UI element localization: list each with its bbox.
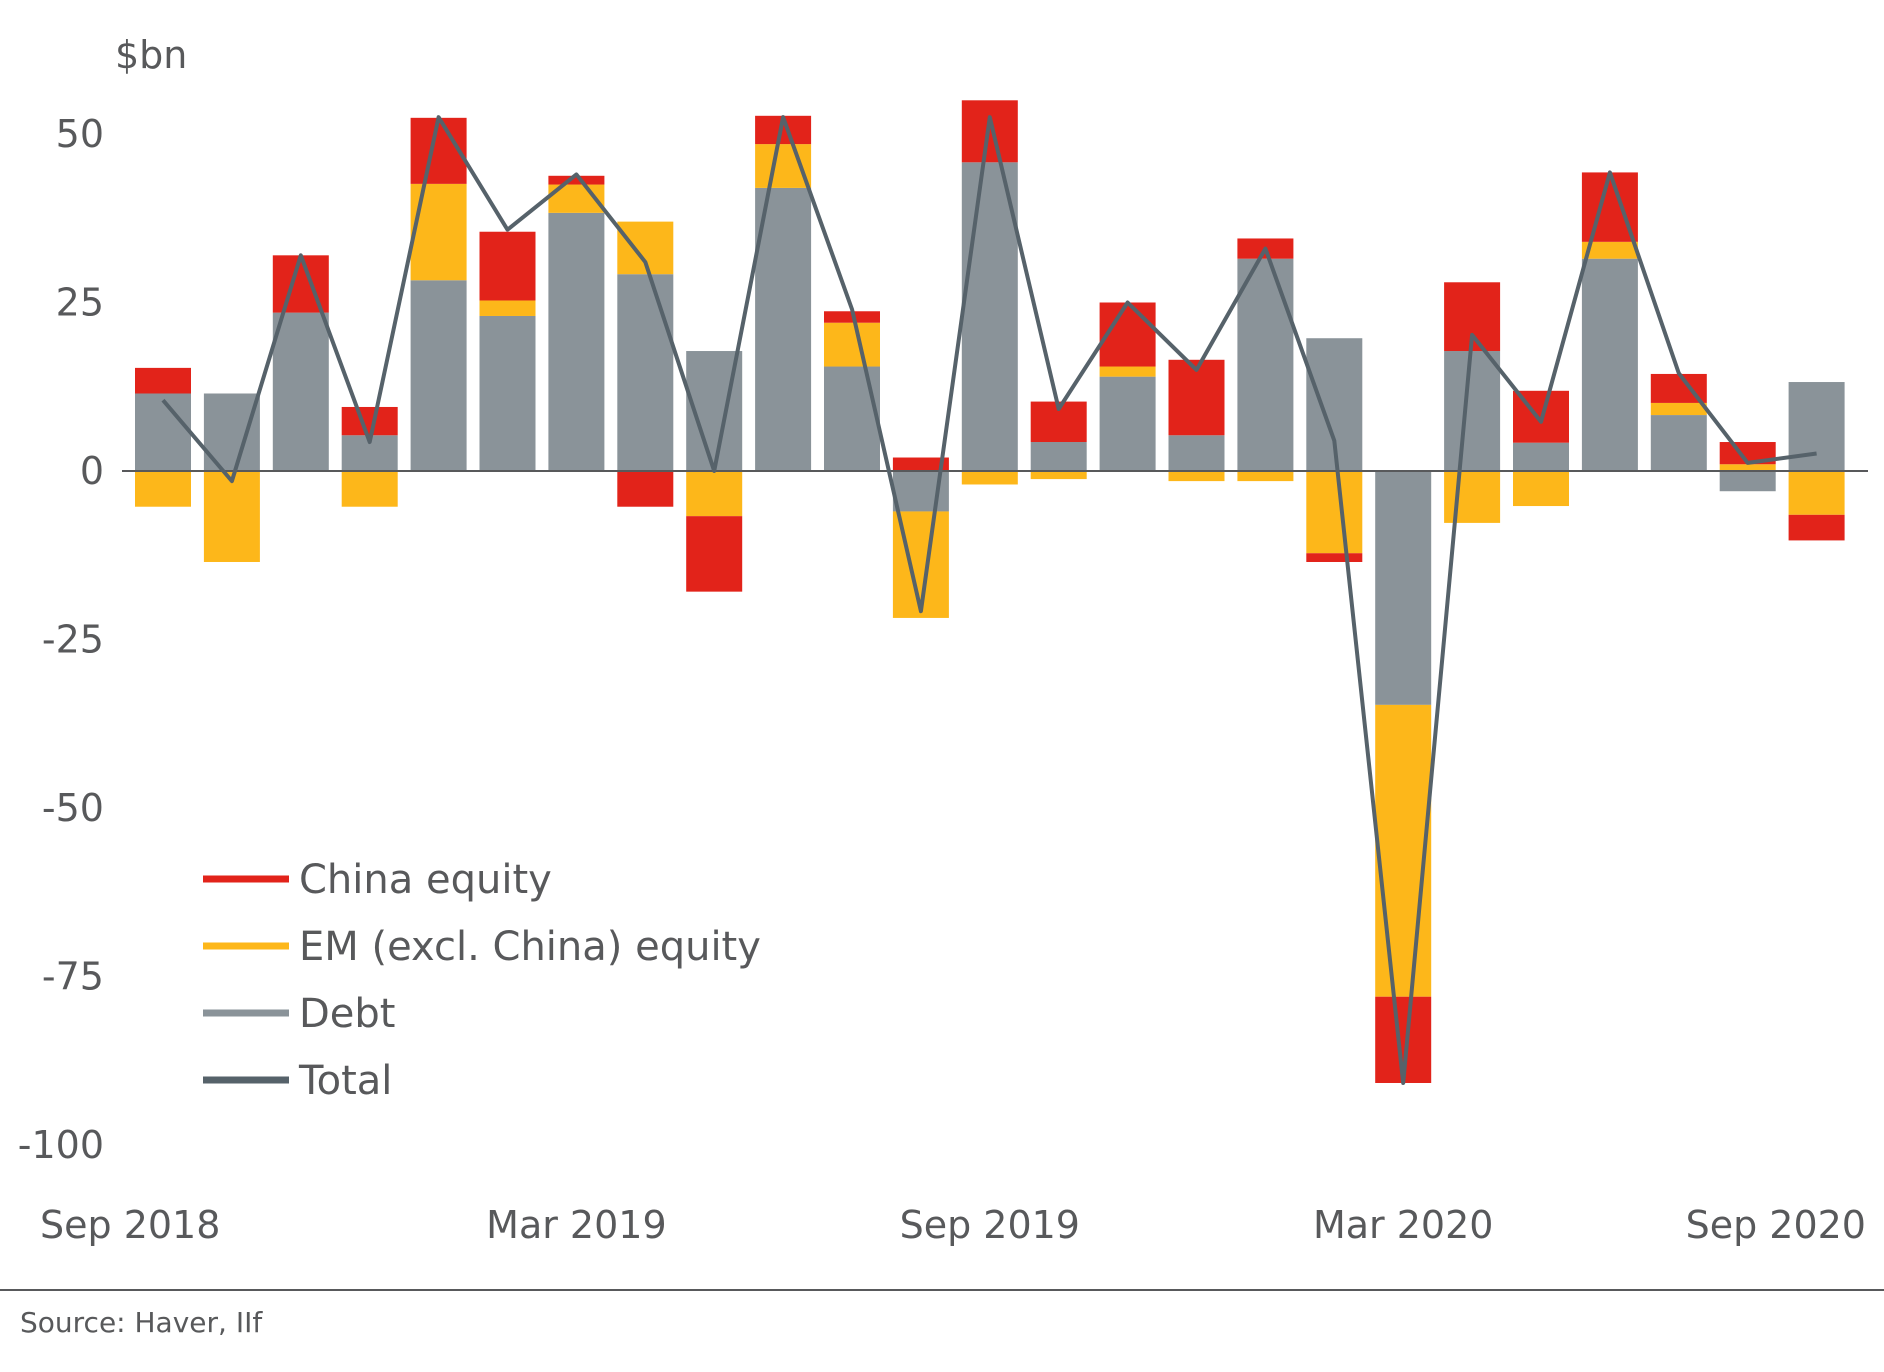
total-series-line xyxy=(161,115,1817,1085)
bar-debt xyxy=(961,162,1018,472)
bar-china-equity xyxy=(548,175,605,185)
x-tick-label: Sep 2020 xyxy=(1686,1203,1866,1247)
bar-china-equity xyxy=(1306,553,1363,562)
bar-debt xyxy=(1650,415,1707,471)
bar-em-excl-china-equity xyxy=(824,322,880,367)
stacked-bars xyxy=(135,100,1845,1083)
bar-debt xyxy=(755,187,812,472)
x-tick-label: Sep 2018 xyxy=(40,1203,220,1247)
bar-debt xyxy=(272,312,329,471)
legend: China equity EM (excl. China) equity Debt T… xyxy=(203,857,761,1104)
bar-china-equity xyxy=(1788,514,1845,541)
bar-em-excl-china-equity xyxy=(1650,402,1707,416)
y-tick-label: 25 xyxy=(56,281,104,325)
bar-china-equity xyxy=(479,231,536,301)
bar-em-excl-china-equity xyxy=(1444,471,1501,523)
bar-em-excl-china-equity xyxy=(1788,471,1845,515)
bar-debt xyxy=(824,366,880,471)
bar-debt xyxy=(1030,442,1087,471)
bar-em-excl-china-equity xyxy=(1306,471,1363,554)
bar-debt xyxy=(617,274,674,471)
bar-em-excl-china-equity xyxy=(479,300,536,316)
bar-china-equity xyxy=(1168,359,1225,436)
x-tick-label: Sep 2019 xyxy=(900,1203,1080,1247)
bar-em-excl-china-equity xyxy=(686,471,743,517)
bar-debt xyxy=(1719,471,1776,492)
y-tick-label: -75 xyxy=(42,955,104,999)
x-tick-label: Mar 2019 xyxy=(486,1203,666,1247)
bar-em-excl-china-equity xyxy=(1030,471,1087,480)
legend-label-total: Total xyxy=(298,1058,392,1104)
bar-em-excl-china-equity xyxy=(961,471,1018,485)
bar-em-excl-china-equity xyxy=(1375,704,1432,997)
y-tick-label: -50 xyxy=(42,786,104,830)
bar-debt xyxy=(410,280,467,471)
bar-china-equity xyxy=(686,516,743,592)
bar-em-excl-china-equity xyxy=(410,183,467,281)
bar-debt xyxy=(1513,442,1569,471)
bar-em-excl-china-equity xyxy=(1581,241,1638,259)
bar-em-excl-china-equity xyxy=(135,471,191,507)
bar-debt xyxy=(479,315,536,471)
bar-china-equity xyxy=(135,367,191,394)
bar-em-excl-china-equity xyxy=(1099,366,1156,377)
y-tick-label: -25 xyxy=(42,618,104,662)
legend-label-em-excl-china-equity: EM (excl. China) equity xyxy=(299,924,761,970)
y-tick-label: -100 xyxy=(18,1123,104,1167)
bar-debt xyxy=(1444,351,1501,471)
x-tick-label: Mar 2020 xyxy=(1313,1203,1493,1247)
bar-em-excl-china-equity xyxy=(203,471,260,562)
bar-em-excl-china-equity xyxy=(341,471,398,507)
bar-china-equity xyxy=(617,471,674,507)
bar-china-equity xyxy=(892,457,949,471)
bar-debt xyxy=(1237,258,1294,471)
legend-label-china-equity: China equity xyxy=(299,857,552,903)
bar-em-excl-china-equity xyxy=(1237,471,1294,482)
bar-debt xyxy=(1375,471,1432,705)
bar-china-equity xyxy=(341,406,398,436)
y-tick-label: 50 xyxy=(56,112,104,156)
source-note: Source: Haver, IIf xyxy=(20,1306,263,1339)
bar-em-excl-china-equity xyxy=(1513,471,1569,507)
bar-em-excl-china-equity xyxy=(1719,464,1776,471)
bar-debt xyxy=(135,393,191,471)
bar-debt xyxy=(1099,376,1156,471)
legend-label-debt: Debt xyxy=(299,991,395,1037)
y-tick-label: 0 xyxy=(80,449,104,493)
bar-debt xyxy=(1168,435,1225,471)
y-axis-unit-label: $bn xyxy=(115,33,187,77)
x-axis-ticks: Sep 2018 Mar 2019 Sep 2019 Mar 2020 Sep 2020 xyxy=(40,1203,1866,1247)
bar-em-excl-china-equity xyxy=(1168,471,1225,482)
y-axis-ticks: 50 25 0 -25 -50 -75 -100 xyxy=(18,112,104,1167)
bar-debt xyxy=(548,212,605,471)
bar-debt xyxy=(1581,258,1638,471)
